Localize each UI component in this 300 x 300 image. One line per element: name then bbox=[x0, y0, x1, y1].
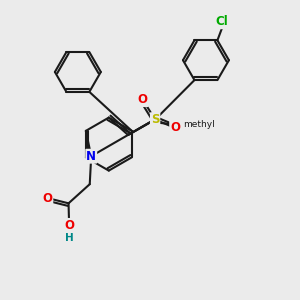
Text: O: O bbox=[42, 191, 52, 205]
Text: O: O bbox=[170, 122, 180, 134]
Text: H: H bbox=[65, 233, 74, 243]
Text: O: O bbox=[138, 93, 148, 106]
Text: N: N bbox=[86, 150, 96, 163]
Text: S: S bbox=[151, 113, 159, 126]
Text: methyl: methyl bbox=[183, 120, 214, 129]
Text: Cl: Cl bbox=[215, 15, 228, 28]
Text: O: O bbox=[64, 219, 74, 232]
